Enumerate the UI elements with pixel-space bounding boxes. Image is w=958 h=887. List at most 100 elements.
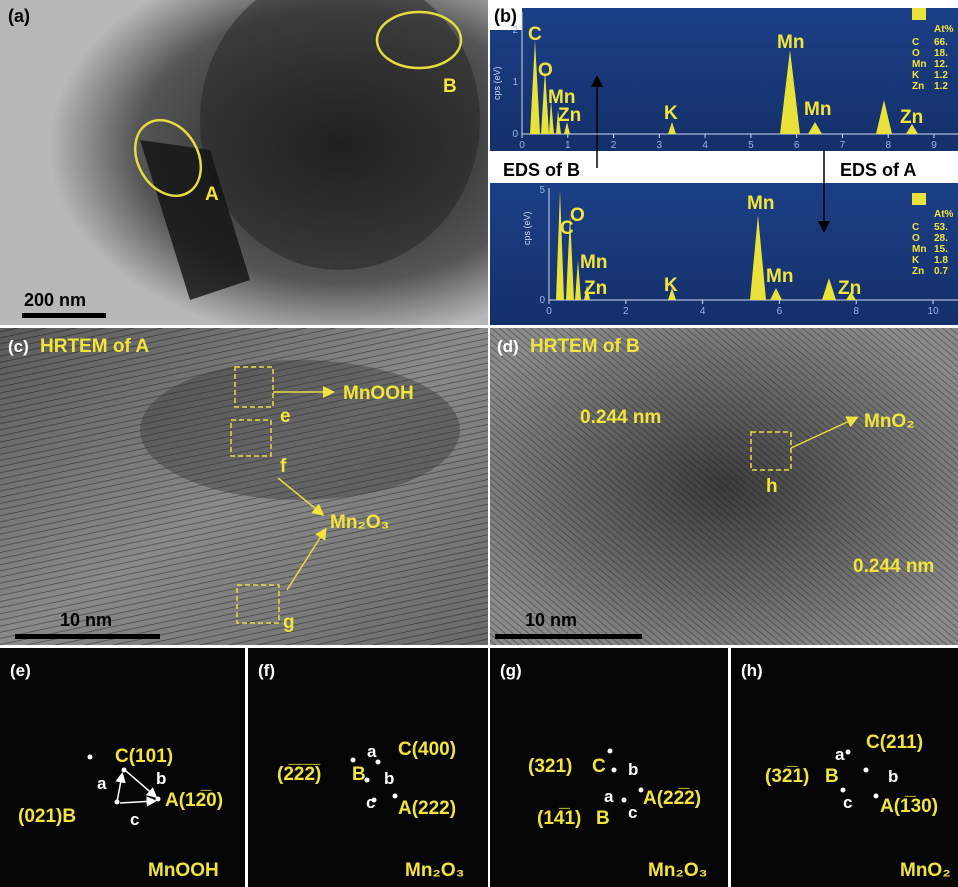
x-tick-label: 6: [777, 306, 783, 317]
peak-label: Mn: [548, 87, 575, 108]
peak-label: Mn: [747, 193, 774, 214]
spot-label: (14̅1): [537, 808, 581, 829]
peak-label: Zn: [838, 278, 861, 299]
spot-label: A(222): [398, 798, 456, 819]
spacing-label: 0.244 nm: [853, 556, 934, 577]
panel-d: (d) HRTEM of B 0.244 nm 0.244 nm h MnO₂ …: [490, 328, 958, 645]
peak-label: Mn: [766, 266, 793, 287]
vector-label: b: [384, 769, 394, 788]
legend-element: O: [912, 233, 920, 244]
box-label: g: [283, 612, 295, 633]
peak-label: O: [538, 60, 553, 81]
spacing-label: 0.244 nm: [580, 407, 661, 428]
box-label: e: [280, 406, 291, 427]
legend-value: 12.: [934, 59, 948, 70]
panel-label: (d): [497, 337, 519, 356]
scale-label: 10 nm: [60, 610, 112, 630]
spot-label: (2̅2̅2̅): [277, 764, 321, 785]
legend-value: 1.2: [934, 70, 948, 81]
panel-a: (a) A B 200 nm: [0, 0, 488, 325]
legend-value: 15.: [934, 244, 948, 255]
legend-element: K: [912, 255, 920, 266]
x-tick-label: 7: [840, 140, 846, 151]
y-tick-label: 1: [512, 77, 518, 88]
spot-label: C(400): [398, 739, 456, 760]
peak-label: Mn: [777, 32, 804, 53]
vector-label: b: [628, 760, 638, 779]
caption: EDS of B: [503, 160, 580, 180]
vector-label: a: [604, 787, 614, 806]
x-tick-label: 10: [927, 306, 939, 317]
legend-value: 1.8: [934, 255, 948, 266]
spot-label: (321): [528, 756, 572, 777]
vector-label: a: [97, 774, 107, 793]
legend-element: O: [912, 48, 920, 59]
legend-header: At%: [934, 209, 954, 220]
x-tick-label: 8: [885, 140, 891, 151]
spot-label: A(22̅2): [643, 788, 701, 809]
spot-label: (32̅1): [765, 766, 809, 787]
y-tick-label: 2: [512, 25, 518, 36]
vector-label: c: [366, 793, 375, 812]
scale-bar: [495, 634, 642, 639]
panel-title: HRTEM of A: [40, 336, 149, 357]
x-tick-label: 2: [611, 140, 617, 151]
caption: EDS of A: [840, 160, 916, 180]
phase-label: MnOOH: [343, 383, 414, 404]
vector-label: c: [130, 810, 139, 829]
spot-label: C(211): [866, 732, 923, 753]
region-marker: [375, 10, 463, 70]
legend-value: 53.: [934, 222, 948, 233]
vector-label: c: [843, 793, 852, 812]
panel-title: HRTEM of B: [530, 336, 640, 357]
y-tick-label: 0: [512, 129, 518, 140]
panel-label: (g): [500, 661, 522, 680]
legend-element: Mn: [912, 59, 926, 70]
legend-element: Zn: [912, 81, 924, 92]
spot-label: C: [592, 756, 606, 777]
x-tick-label: 1: [565, 140, 571, 151]
peak-label: Zn: [584, 278, 607, 299]
spot-label: A(1̅30): [880, 796, 938, 817]
box-label: f: [280, 456, 287, 477]
spot-label: C(101): [115, 746, 173, 767]
x-tick-label: 2: [623, 306, 629, 317]
spectrum: [548, 188, 958, 301]
panel-h: (h) C(211) (32̅1) B A(1̅30) a b c MnO₂: [731, 648, 958, 887]
vector-label: b: [888, 767, 898, 786]
spot-label: B: [352, 764, 366, 785]
scale-bar: [22, 313, 106, 318]
peak-label: K: [664, 275, 678, 296]
peak-label: Zn: [900, 107, 923, 128]
legend-element: C: [912, 37, 919, 48]
legend-element: Mn: [912, 244, 926, 255]
phase-label: MnOOH: [148, 860, 219, 881]
vector-label: a: [367, 742, 377, 761]
peak-label: Mn: [580, 252, 607, 273]
x-tick-label: 5: [748, 140, 754, 151]
vector-label: b: [156, 769, 166, 788]
panel-c: (c) HRTEM of A e f g MnOOH Mn₂O₃ 10 nm: [0, 328, 488, 645]
y-axis-label: cps (eV): [492, 66, 502, 100]
phase-label: MnO₂: [864, 411, 915, 432]
x-tick-label: 0: [546, 306, 552, 317]
spot-label: B: [596, 808, 610, 829]
peak-label: Zn: [558, 105, 581, 126]
marker-label: A: [205, 184, 219, 205]
spectrum: [521, 12, 958, 135]
marker-label: B: [443, 76, 457, 97]
panel-label: (f): [258, 661, 275, 680]
peak-label: K: [664, 103, 678, 124]
legend-header: At%: [934, 24, 954, 35]
legend-element: C: [912, 222, 919, 233]
scale-label: 200 nm: [24, 290, 86, 310]
legend-element: Zn: [912, 266, 924, 277]
legend-value: 28.: [934, 233, 948, 244]
spot-label: A(12̅0): [165, 790, 223, 811]
scale-label: 10 nm: [525, 610, 577, 630]
panel-f: (f) (2̅2̅2̅) B C(400) A(222) a b c Mn₂O₃: [248, 648, 488, 887]
peak-label: C: [528, 24, 542, 45]
legend-value: 1.2: [934, 81, 948, 92]
panel-e: (e) C(101) (021)B A(12̅0) a b c MnOOH: [0, 648, 245, 887]
